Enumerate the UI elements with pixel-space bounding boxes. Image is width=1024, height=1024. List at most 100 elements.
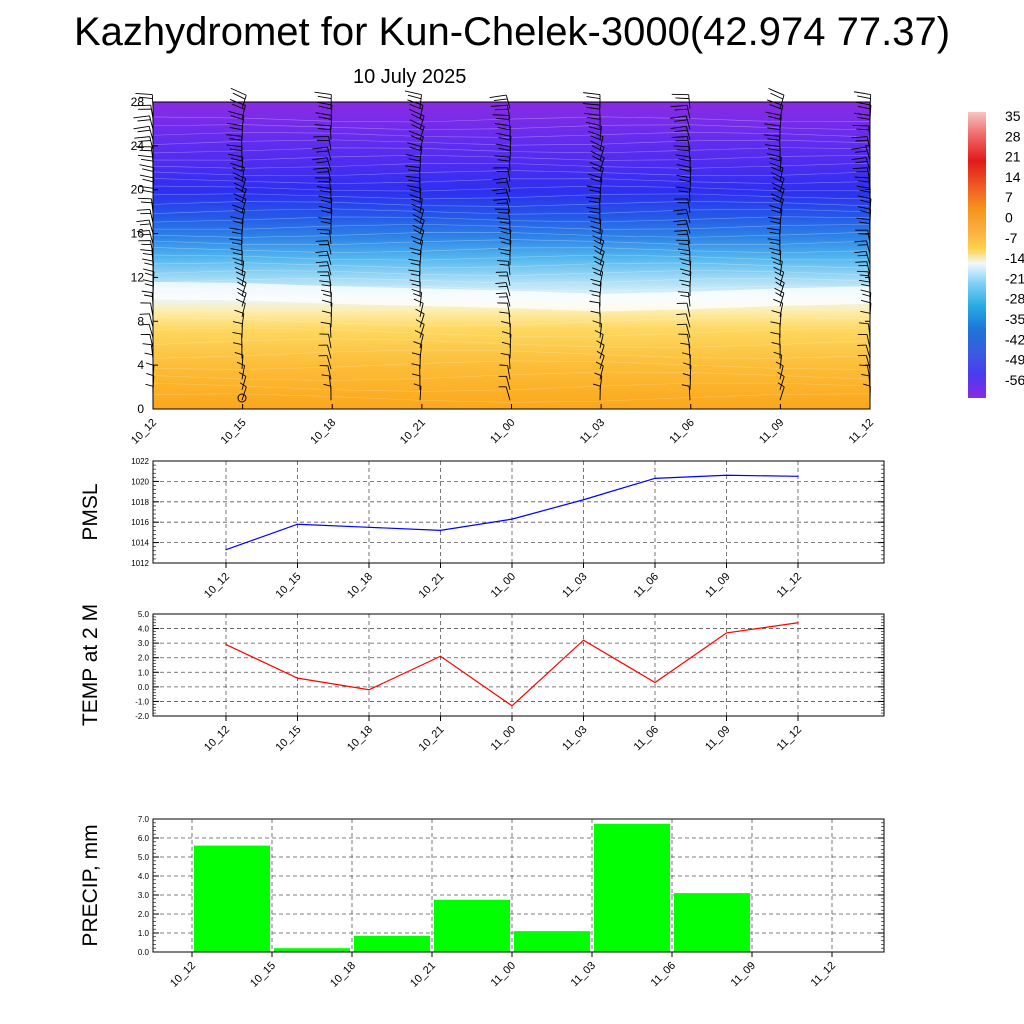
contour-line: [152, 254, 871, 261]
x-tick-label: 11_00: [488, 417, 518, 447]
contour-line: [152, 200, 871, 207]
wind-barb: [140, 249, 154, 265]
x-tick-label: 11_00: [489, 724, 519, 754]
contour-line: [152, 247, 871, 254]
wind-barb: [670, 115, 691, 130]
wind-barb: [681, 384, 691, 401]
temperature-panel: -2.0 -1.0 0.0 1.0 2.0 3.0 4.0 5.0 10_12 10_15 10_1…: [79, 604, 885, 754]
x-tick-label: 11_09: [729, 960, 759, 990]
contour-line: [152, 382, 871, 392]
precip-bar: [674, 893, 750, 952]
colorbar-label: 35: [1005, 108, 1021, 124]
colorbar-labels: 35 28 21 14 7 0 -7 -14 -21 -28 -35 -42 -49 -56: [1005, 108, 1024, 388]
wind-barb: [140, 334, 154, 349]
wind-barb: [771, 182, 785, 203]
colorbar-label: -21: [1005, 270, 1024, 286]
series-point: [725, 632, 728, 634]
wind-barb: [315, 250, 332, 265]
wind-barb: [857, 355, 871, 370]
wind-barb: [595, 361, 604, 380]
wind-barb: [498, 386, 511, 401]
wind-barb: [769, 205, 783, 224]
contour-line: [152, 193, 871, 200]
y-tick-label: 7.0: [138, 815, 150, 824]
wind-barb: [322, 299, 333, 317]
wind-barb: [498, 237, 512, 255]
wind-barb: [407, 142, 423, 161]
wind-barb: [851, 146, 871, 161]
x-tick-label: 10_18: [345, 571, 375, 601]
contour-line: [152, 162, 871, 169]
wind-barb: [415, 308, 425, 328]
contour-line: [152, 327, 871, 337]
y-tick-label: 3.0: [138, 639, 150, 648]
y-tick-label: 5.0: [138, 610, 150, 619]
contour-line: [152, 170, 871, 176]
wind-barb: [142, 343, 154, 359]
chart-title: Kazhydromet for Kun-Chelek-3000(42.974 7…: [73, 10, 951, 54]
wind-barb: [673, 209, 691, 224]
wind-barb: [315, 261, 332, 276]
contour-line: [152, 208, 871, 215]
x-tick-label: 11_06: [649, 960, 679, 990]
wind-barb: [412, 224, 425, 245]
wind-barb: [676, 313, 691, 328]
y-tick-label: 24: [131, 139, 145, 153]
wind-barb: [409, 247, 422, 265]
wind-barb: [854, 240, 871, 255]
x-tick-label: 10_15: [274, 724, 304, 754]
x-tick-label: 10_12: [129, 417, 159, 447]
series-point: [511, 705, 513, 707]
wind-barb: [317, 271, 332, 286]
wind-barb: [139, 313, 154, 328]
y-tick-label: 5.0: [138, 853, 150, 862]
wind-barb: [857, 344, 871, 359]
wind-barb: [492, 188, 511, 203]
y-tick-label: 1018: [131, 498, 149, 507]
wind-barb: [230, 216, 244, 234]
time-axis-top: 10_12 10_15 10_18 10_21 11_00 11_03 11_06 11_09…: [129, 404, 876, 447]
y-tick-label: 1.0: [138, 668, 150, 677]
wind-barb: [594, 330, 604, 349]
wind-barb: [232, 172, 247, 193]
wind-barb: [234, 309, 245, 328]
wind-barb: [414, 330, 424, 349]
x-tick-label: 11_12: [809, 960, 839, 990]
wind-barb: [676, 164, 692, 182]
wind-barb: [676, 302, 691, 317]
wind-barb: [137, 154, 154, 172]
wind-barb: [228, 110, 245, 130]
y-tick-label: 4.0: [138, 625, 150, 634]
contour-line: [152, 316, 871, 326]
wind-barb: [496, 260, 511, 276]
colorbar-label: 0: [1005, 210, 1013, 226]
wind-barb: [588, 216, 602, 234]
x-tick-label: 10_21: [417, 724, 447, 754]
wind-barb: [502, 331, 512, 349]
y-tick-label: 20: [131, 183, 145, 197]
wind-barb: [319, 333, 332, 349]
series-point: [368, 526, 370, 528]
y-tick-label: 4: [137, 358, 144, 372]
wind-barb: [679, 268, 692, 286]
wind-barb: [236, 361, 245, 380]
contour-line: [152, 285, 871, 292]
series-point: [296, 677, 299, 679]
x-tick-label: 10_21: [408, 960, 438, 990]
wind-barb: [495, 292, 511, 307]
wind-barb: [318, 195, 333, 213]
wind-barb: [233, 193, 247, 213]
wind-barb: [236, 277, 247, 297]
x-tick-label: 10_18: [345, 724, 375, 754]
x-tick-label: 11_03: [560, 724, 590, 754]
wind-barb: [313, 167, 332, 182]
wind-barb: [139, 323, 154, 338]
wind-barb: [490, 104, 511, 120]
x-tick-label: 10_21: [398, 417, 428, 447]
wind-barb: [596, 340, 605, 359]
series-point: [511, 518, 513, 520]
wind-barb: [493, 167, 511, 182]
series-point: [582, 639, 585, 641]
panel-background: [153, 819, 884, 952]
colorbar-label: -49: [1005, 352, 1024, 368]
